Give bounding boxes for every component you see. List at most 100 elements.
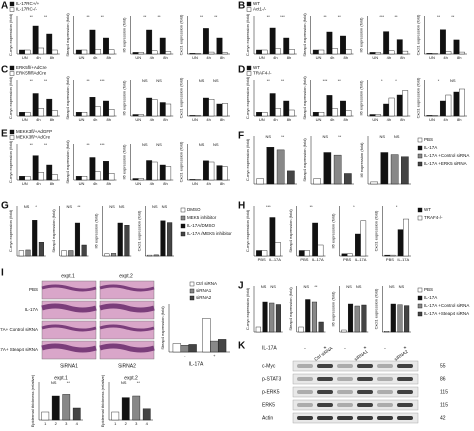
bar [283, 37, 290, 55]
significance: NS [399, 284, 405, 289]
bar [72, 407, 81, 421]
y-axis-label: Cxcl1 expression (fold) [373, 210, 378, 251]
significance: ** [157, 14, 161, 19]
significance: ** [143, 14, 147, 19]
bar [75, 176, 82, 181]
sign: - [384, 345, 386, 351]
band [297, 377, 313, 381]
band [377, 390, 393, 394]
significance: * [395, 78, 397, 83]
significance: ** [30, 78, 34, 83]
y-axis-label: Steap4 expression (fold) [65, 76, 70, 120]
blot-label: p-ERK5 [262, 389, 280, 395]
col-label: SiRNA1 [60, 363, 78, 369]
x-tick-label: 8h [287, 55, 291, 60]
bar [89, 29, 96, 55]
bar [275, 304, 281, 333]
epidermis [41, 343, 97, 353]
epidermis [41, 303, 97, 313]
bar [312, 222, 319, 257]
significance: NS [119, 204, 125, 209]
bar [38, 47, 45, 55]
significance: ** [30, 142, 34, 147]
significance: ** [44, 78, 48, 83]
band [357, 364, 373, 368]
legend-swatch [417, 287, 423, 293]
bar [261, 49, 268, 55]
band [317, 403, 333, 407]
significance: * [438, 78, 440, 83]
y-axis-label: Steap4 expression (fold) [288, 287, 293, 331]
epidermis [99, 343, 155, 353]
bar [189, 115, 196, 117]
bar [445, 51, 452, 55]
bar [390, 303, 396, 333]
bar [132, 178, 139, 181]
y-axis-label: Il6 expression (fold) [122, 144, 127, 180]
significance: ** [137, 380, 141, 385]
legend-label: MEKK3fl/+AdGFP [16, 129, 52, 134]
bar [305, 299, 311, 333]
epidermis [41, 284, 97, 292]
bar [81, 49, 88, 55]
band [397, 403, 413, 407]
bar [103, 100, 109, 117]
x-tick-label: 4h [273, 117, 277, 122]
significance: *** [100, 78, 105, 83]
bar [51, 395, 60, 421]
bar [341, 253, 348, 257]
significance: NS [213, 142, 219, 147]
significance: * [381, 78, 383, 83]
y-axis-label: C-myc expression (fold) [245, 287, 250, 330]
x-tick-label: 8h [106, 55, 110, 60]
x-tick-label: 8h [343, 55, 347, 60]
x-tick-label: PBS [386, 257, 394, 262]
x-tick-label: 8h [50, 181, 54, 186]
x-tick-label: UN [22, 117, 28, 122]
band [357, 403, 373, 407]
bar [326, 95, 333, 117]
bar [108, 49, 115, 55]
bar [160, 220, 166, 257]
legend-label: ERK5fl/+AdCre [16, 65, 47, 70]
x-tick-label: PBS [343, 257, 351, 262]
bar [404, 305, 410, 333]
bar [132, 52, 139, 55]
significance: NS [389, 284, 395, 289]
bar [167, 222, 173, 257]
significance: ** [394, 14, 398, 19]
bar [276, 149, 285, 185]
x-tick-label: 4h [150, 117, 154, 122]
panel-label: C [1, 65, 8, 76]
y-axis-label: Il6 expression (fold) [331, 291, 336, 327]
blot [292, 412, 419, 424]
y-axis-label: Steap4 expression (fold) [65, 13, 70, 57]
bar [402, 50, 409, 55]
bar [318, 49, 325, 55]
bar [24, 49, 31, 55]
bar [459, 51, 465, 55]
x-tick-label: 8h [220, 55, 224, 60]
significance: NS [24, 204, 30, 209]
bar [222, 166, 228, 181]
bar [147, 254, 153, 257]
x-tick-label: UN [372, 55, 378, 60]
bar [431, 53, 438, 55]
x-tick-label: 8h [163, 55, 167, 60]
bar [103, 161, 109, 181]
bar [124, 224, 130, 257]
bar [333, 154, 342, 185]
bar [401, 156, 409, 185]
legend-swatch [246, 71, 252, 76]
x-tick-label: 8h [400, 55, 404, 60]
x-tick-label: + [213, 353, 216, 358]
bar [94, 171, 101, 181]
legend-label: IL-17A +ERK5 siRNA [424, 161, 467, 166]
blot [292, 399, 419, 411]
bar [146, 29, 153, 55]
bar [138, 114, 144, 117]
bar [222, 52, 228, 55]
bar [384, 331, 390, 333]
bar [19, 112, 25, 117]
